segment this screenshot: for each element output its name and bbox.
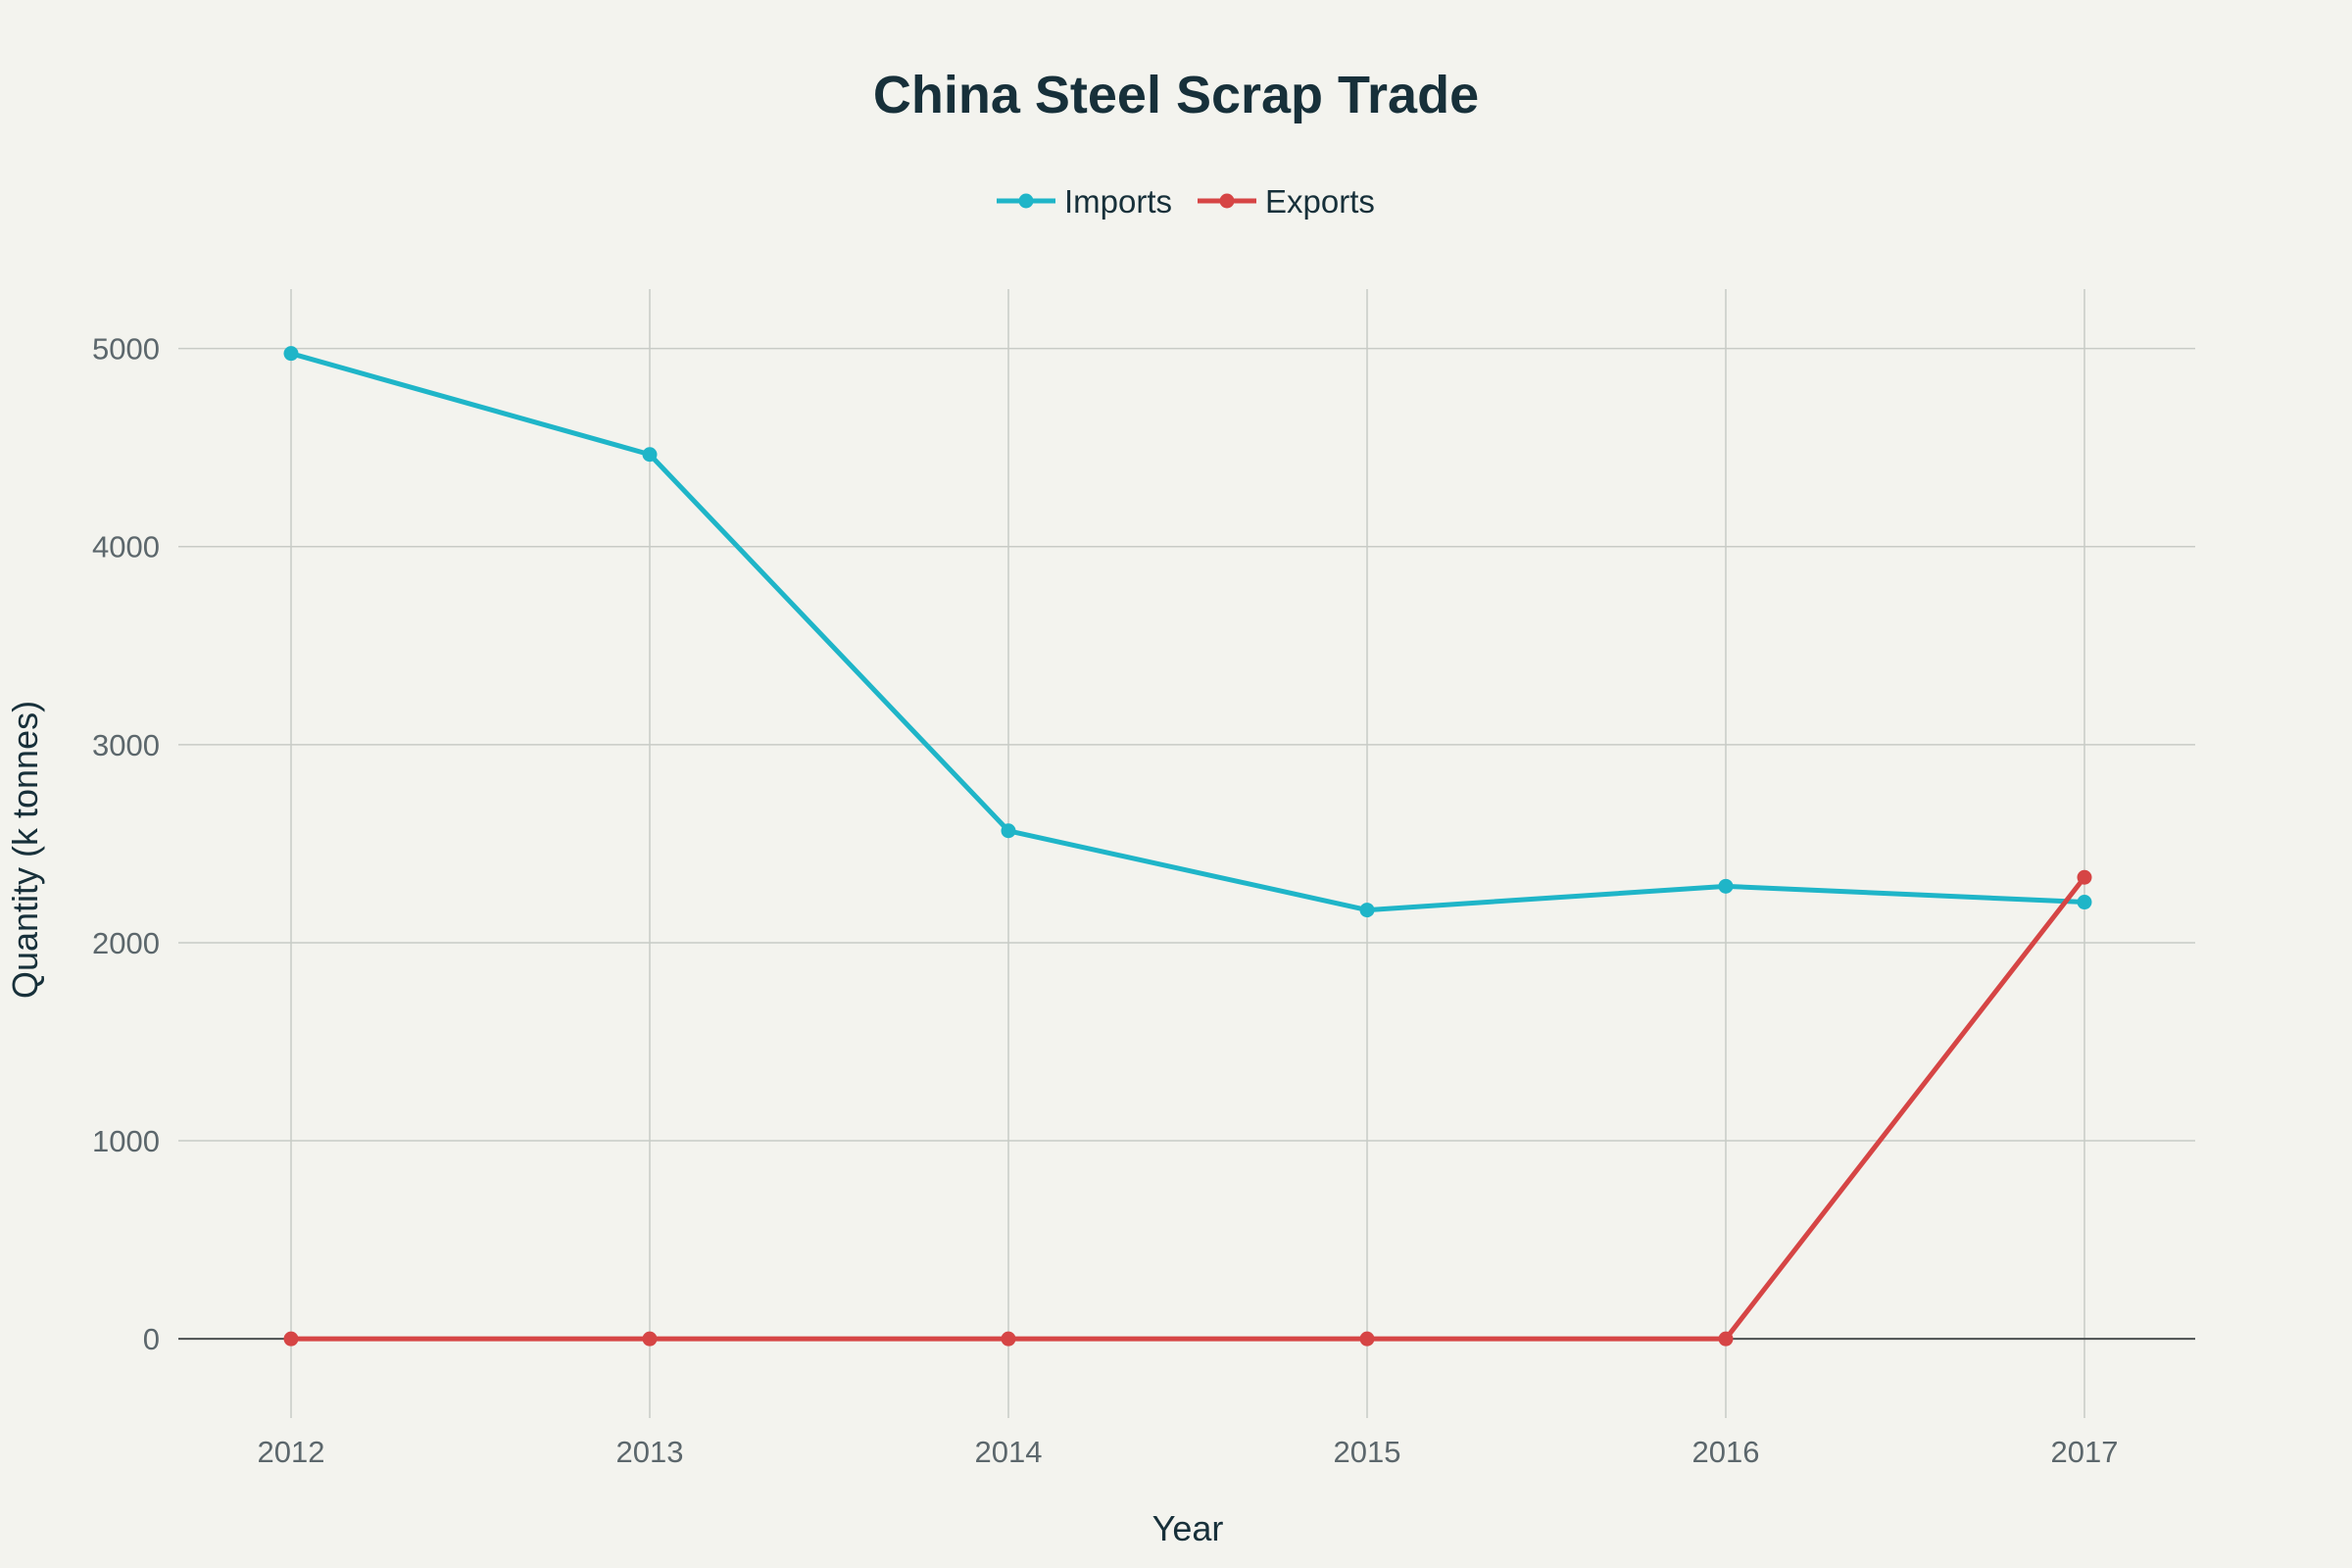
exports-point[interactable] [1001, 1331, 1016, 1347]
exports-line[interactable] [288, 874, 2087, 1342]
imports-point[interactable] [1718, 878, 1734, 894]
exports-point[interactable] [1718, 1331, 1734, 1347]
y-tick-label: 1000 [92, 1124, 160, 1158]
imports-point[interactable] [2077, 895, 2092, 910]
exports-point[interactable] [1359, 1331, 1375, 1347]
legend[interactable]: Imports Exports [997, 183, 1375, 220]
legend-swatch-marker [1018, 193, 1034, 209]
y-tick-label: 4000 [92, 530, 160, 564]
imports-line[interactable] [288, 351, 2087, 913]
exports-point[interactable] [642, 1331, 658, 1347]
exports-point[interactable] [283, 1331, 299, 1347]
legend-label: Exports [1265, 183, 1375, 220]
x-tick-label: 2017 [2051, 1435, 2119, 1469]
series-group [283, 346, 2092, 1347]
x-tick-label: 2016 [1692, 1435, 1760, 1469]
y-axis-title: Quantity (k tonnes) [5, 701, 45, 999]
legend-swatch-marker [1219, 193, 1235, 209]
exports-point[interactable] [2077, 869, 2092, 885]
y-tick-label: 2000 [92, 926, 160, 960]
imports-point[interactable] [283, 346, 299, 362]
grid [178, 289, 2195, 1418]
imports-point[interactable] [1001, 823, 1016, 839]
chart-title: China Steel Scrap Trade [873, 66, 1479, 124]
x-tick-label: 2013 [616, 1435, 684, 1469]
y-tick-label: 5000 [92, 332, 160, 367]
legend-item-imports[interactable]: Imports [997, 183, 1172, 220]
legend-item-exports[interactable]: Exports [1198, 183, 1375, 220]
x-tick-label: 2014 [975, 1435, 1043, 1469]
x-tick-label: 2012 [258, 1435, 325, 1469]
y-axis-ticks: 0 1000 2000 3000 4000 5000 [92, 332, 160, 1357]
x-tick-label: 2015 [1334, 1435, 1401, 1469]
imports-point[interactable] [642, 447, 658, 463]
imports-point[interactable] [1359, 903, 1375, 918]
y-tick-label: 3000 [92, 728, 160, 762]
y-tick-label: 0 [143, 1322, 160, 1356]
x-axis-ticks: 2012 2013 2014 2015 2016 2017 [258, 1435, 2119, 1469]
legend-label: Imports [1064, 183, 1172, 220]
x-axis-title: Year [1152, 1508, 1224, 1548]
